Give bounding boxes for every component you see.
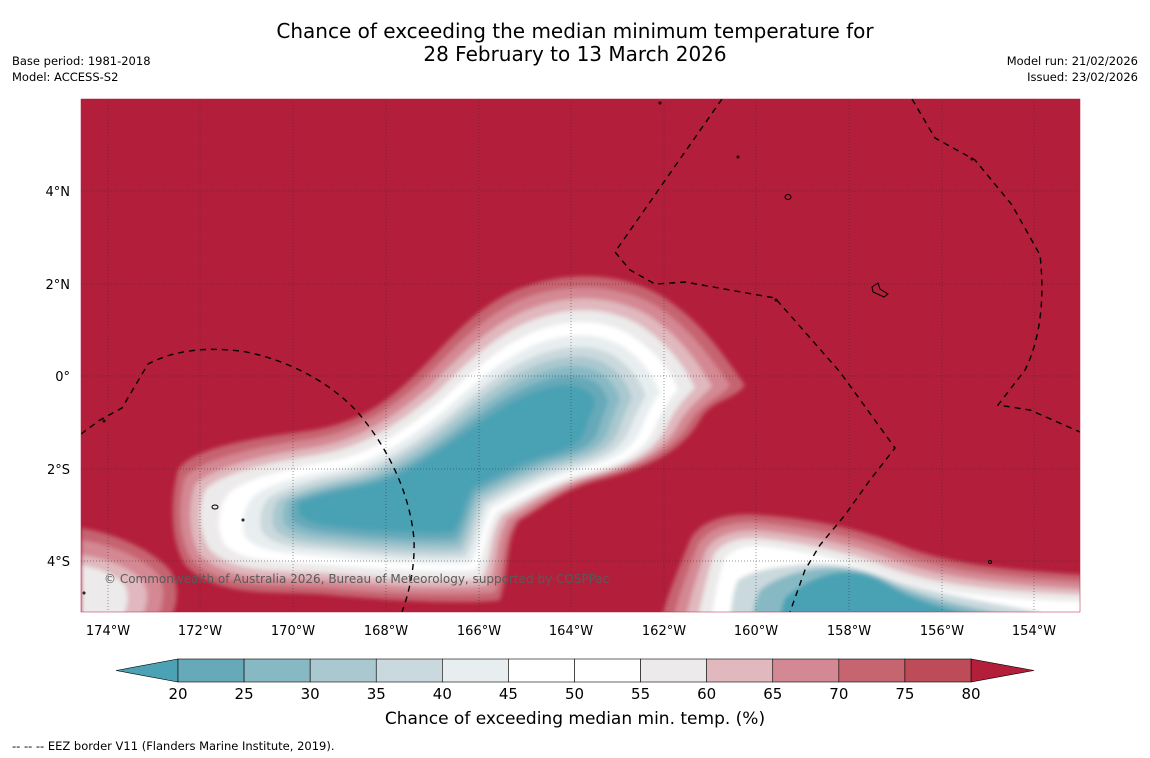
colorbar-bin [838, 658, 906, 683]
colorbar-tick-label: 35 [367, 685, 386, 703]
colorbar-tick-label: 75 [895, 685, 914, 703]
colorbar-tick-label: 20 [168, 685, 187, 703]
colorbar-title: Chance of exceeding median min. temp. (%… [384, 709, 766, 729]
map-panel [81, 99, 1080, 612]
colorbar-tick-label: 55 [631, 685, 650, 703]
colorbar-tick-label: 30 [301, 685, 320, 703]
colorbar-bin [574, 658, 641, 683]
colorbar-bin [640, 658, 707, 683]
cool-anomaly-southeast [663, 514, 1080, 612]
title-line-1: Chance of exceeding the median minimum t… [276, 19, 874, 43]
base-period: Base period: 1981-2018 [12, 54, 151, 68]
eez-borders [81, 99, 1080, 612]
lat-labels: 4°N 2°N 0° 2°S 4°S [46, 185, 71, 570]
model-run: Model run: 21/02/2026 [1006, 54, 1138, 68]
lon-label: 168°W [364, 624, 408, 639]
colorbar-tick-label: 80 [961, 685, 980, 703]
colorbar-bin [243, 658, 311, 683]
colorbar-bin [904, 658, 972, 683]
cool-anomaly-southwest [81, 528, 177, 612]
colorbar-over-arrow [970, 658, 1035, 683]
colorbar-bin [177, 658, 245, 683]
colorbar-tick-label: 65 [763, 685, 782, 703]
lon-label: 164°W [549, 624, 593, 639]
map-title: Chance of exceeding the median minimum t… [0, 20, 1150, 66]
colorbar-bin [309, 658, 377, 683]
colorbar-tick-label: 60 [697, 685, 716, 703]
lon-label: 172°W [178, 624, 222, 639]
issued-date: Issued: 23/02/2026 [1027, 70, 1138, 84]
meta-right: Model run: 21/02/2026 Issued: 23/02/2026 [1007, 53, 1138, 85]
title-line-2: 28 February to 13 March 2026 [423, 42, 727, 66]
lat-label: 2°S [47, 463, 70, 478]
lon-label: 166°W [457, 624, 501, 639]
colorbar [115, 658, 1035, 683]
map-frame [80, 98, 1081, 613]
colorbar-bin [706, 658, 774, 683]
lon-labels: 174°W 172°W 170°W 168°W 166°W 164°W 162°… [86, 624, 1056, 639]
colorbar-tick-label: 70 [829, 685, 848, 703]
copyright-watermark: © Commonwealth of Australia 2026, Bureau… [104, 572, 610, 586]
eez-legend-note: -- -- -- EEZ border V11 (Flanders Marine… [12, 739, 335, 753]
colorbar-tick-label: 50 [565, 685, 584, 703]
lon-label: 158°W [827, 624, 871, 639]
meta-left: Base period: 1981-2018 Model: ACCESS-S2 [12, 53, 151, 85]
lon-label: 154°W [1012, 624, 1056, 639]
colorbar-tick-label: 45 [499, 685, 518, 703]
lat-label: 0° [55, 370, 70, 385]
lon-label: 156°W [920, 624, 964, 639]
islands [82, 101, 992, 595]
colorbar-tick-label: 25 [235, 685, 254, 703]
colorbar-tick-label: 40 [433, 685, 452, 703]
lat-label: 4°S [47, 555, 70, 570]
model-name: Model: ACCESS-S2 [12, 70, 119, 84]
colorbar-bin [508, 658, 575, 683]
lon-label: 160°W [734, 624, 778, 639]
lon-label: 162°W [642, 624, 686, 639]
cool-anomaly-main [172, 276, 746, 603]
lon-label: 170°W [271, 624, 315, 639]
lat-label: 2°N [46, 278, 71, 293]
colorbar-ticks: 20 25 30 35 40 45 50 55 60 65 70 75 80 [168, 685, 980, 703]
lon-label: 174°W [86, 624, 130, 639]
colorbar-bin [772, 658, 840, 683]
colorbar-bin [442, 658, 509, 683]
lat-label: 4°N [46, 185, 71, 200]
colorbar-under-arrow [115, 658, 179, 683]
colorbar-bin [375, 658, 443, 683]
